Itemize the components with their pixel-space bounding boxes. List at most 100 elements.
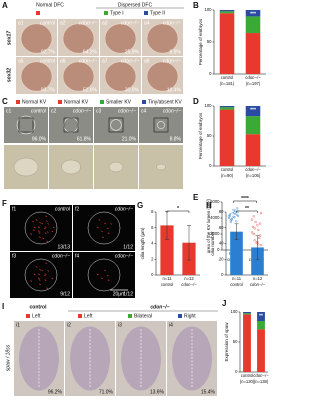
cilium: [41, 222, 44, 225]
cilium: [51, 277, 54, 280]
legend-swatch: [104, 11, 108, 15]
panel-label: H: [206, 201, 212, 210]
legend-label: Bilateral: [134, 313, 152, 319]
cilium: [32, 220, 35, 223]
y-tick-label: 80: [219, 209, 224, 214]
bar-segment: [219, 11, 235, 14]
tile-percent: 71.0%: [99, 389, 114, 395]
point: [228, 213, 231, 216]
y-tick-label: 6000: [210, 199, 220, 204]
x-tick-label: cdon−/−: [245, 75, 261, 80]
tile-percent: 52.6%: [83, 87, 98, 93]
legend-label: Type II: [150, 10, 165, 16]
header: Dispersed DFC: [118, 2, 153, 8]
legend-swatch: [144, 11, 148, 15]
bar-segment: [219, 106, 235, 108]
image: [10, 252, 72, 298]
cilium: [43, 274, 46, 277]
significance-bracket: [233, 200, 257, 203]
bar-segment: [219, 109, 235, 166]
legend-swatch: [78, 314, 82, 318]
embryo: [146, 61, 179, 92]
bar-segment: [243, 312, 251, 314]
point: [236, 214, 240, 218]
point: [250, 218, 254, 221]
y-tick-label: 0: [209, 163, 212, 168]
tile-percent: 61.8%: [77, 136, 92, 142]
kv-outline: [24, 211, 58, 245]
y-tick-label: 4000: [210, 215, 220, 220]
kv-zoom: [156, 163, 166, 171]
tile-percent: 30.0%: [125, 87, 140, 93]
kv-zoom: [61, 159, 81, 175]
tile-ratio: 9/12: [60, 291, 70, 297]
x-tick-label: cdon−/−: [250, 282, 266, 287]
panel-label: B: [193, 1, 199, 10]
tile-ratio: 1/12: [123, 244, 133, 250]
scale-label: 20μm: [113, 291, 126, 297]
y-tick-label: 100: [205, 7, 213, 12]
tile-percent: 93.7%: [41, 87, 56, 93]
cilium: [37, 277, 40, 280]
panel-label: E: [193, 193, 199, 202]
kv-outline: [24, 258, 58, 292]
point: [259, 222, 262, 225]
tile-group: cdon−/−: [163, 58, 181, 64]
image: [4, 107, 48, 143]
y-tick-label: 6: [151, 225, 154, 230]
tile-percent: 8.8%: [170, 136, 182, 142]
cilium: [30, 280, 33, 282]
annotation: ***: [250, 107, 256, 113]
gene-label: sox17: [6, 31, 12, 45]
cilium: [104, 269, 107, 272]
point: [231, 212, 234, 215]
y-tick-label: 4: [151, 241, 154, 246]
tile-percent: 15.4%: [201, 389, 216, 395]
image: [94, 107, 138, 143]
cilium: [45, 215, 48, 218]
point: [232, 215, 235, 218]
point: [253, 239, 256, 242]
n-label: n=11: [162, 276, 172, 281]
cilium: [47, 223, 50, 225]
zoom-box: [18, 117, 34, 133]
header: Normal DFC: [36, 2, 64, 8]
point: [253, 227, 256, 230]
tile-id: c3: [96, 108, 102, 114]
tile-id: i4: [169, 322, 173, 328]
image: [10, 205, 72, 251]
cilium: [46, 287, 49, 290]
cilium: [43, 227, 46, 230]
legend-label: Left: [32, 313, 41, 319]
embryo: [146, 23, 179, 54]
embryo: [104, 23, 137, 54]
tile-ratio: 1/12: [123, 291, 133, 297]
x-tick-label: control: [221, 75, 234, 80]
y-tick-label: 20: [219, 256, 224, 261]
tile-id: a3: [102, 20, 108, 26]
n-label: n=12: [253, 276, 263, 281]
y-tick-label: 60: [219, 225, 224, 230]
y-axis-label: cilia number: [210, 231, 215, 256]
cilium: [46, 231, 49, 233]
point: [236, 210, 240, 213]
y-tick-label: 100: [205, 103, 213, 108]
cilium: [46, 240, 49, 243]
panel-label: A: [2, 1, 8, 10]
tile-group: cdon−/−: [118, 108, 136, 114]
point: [254, 220, 257, 224]
cilium: [38, 236, 41, 239]
legend-label: Type I: [110, 10, 124, 16]
tile-percent: 9.8%: [170, 49, 182, 55]
bar-segment: [219, 10, 235, 12]
cilium: [44, 226, 47, 228]
annotation: ****: [241, 196, 249, 202]
significance-bracket: [236, 210, 258, 213]
cilium: [30, 233, 33, 235]
n-label: (n=197): [246, 81, 261, 86]
y-tick-label: 0: [209, 71, 212, 76]
legend-label: Right: [184, 313, 196, 319]
x-tick-label: control: [230, 282, 243, 287]
y-tick-label: 40: [219, 241, 224, 246]
